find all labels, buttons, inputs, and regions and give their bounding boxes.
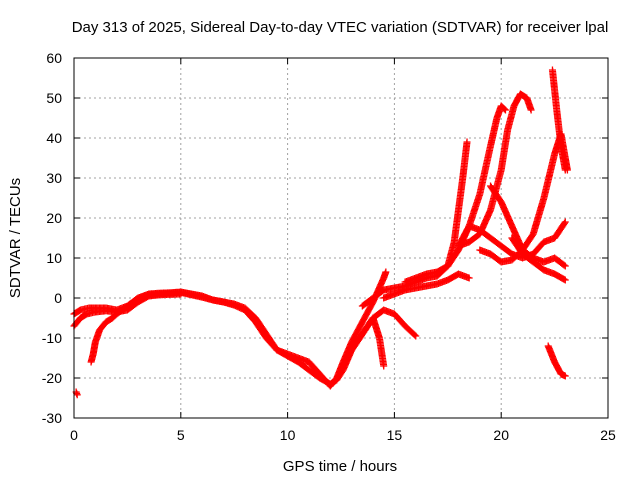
series-track-5 (337, 306, 420, 374)
data-point (501, 106, 509, 114)
y-tick-label: 0 (54, 290, 62, 306)
y-tick-label: -10 (42, 330, 62, 346)
data-point (561, 276, 569, 284)
data-point (561, 262, 569, 270)
y-tick-label: 60 (46, 50, 62, 66)
series-track-4 (70, 290, 185, 330)
data-point (560, 275, 568, 283)
series-track-7 (380, 270, 473, 302)
y-axis-label: SDTVAR / TECUs (7, 178, 24, 298)
tick-marks-and-labels: 0 5 10 15 20 25 -30 -20 -10 0 10 20 30 40 50 60 (42, 50, 616, 443)
series-track-14 (548, 66, 569, 174)
x-tick-label: 5 (177, 427, 185, 443)
plot-frame (73, 57, 609, 419)
data-point (465, 274, 473, 282)
data-point (380, 362, 388, 370)
y-tick-label: -20 (42, 370, 62, 386)
data-point (463, 138, 471, 146)
data-point (177, 290, 185, 298)
series-track-9 (454, 90, 535, 250)
data-point (411, 331, 419, 339)
data-point (560, 261, 568, 269)
data-point (382, 268, 390, 276)
data-point (73, 391, 81, 399)
x-tick-label: 0 (70, 427, 78, 443)
x-tick-label: 10 (280, 427, 296, 443)
series-track-13 (508, 234, 569, 284)
data-point (412, 332, 420, 340)
data-point (561, 166, 569, 174)
data-point (527, 106, 535, 114)
data-point (500, 105, 508, 113)
y-tick-label: 30 (46, 170, 62, 186)
chart-title: Day 313 of 2025, Sidereal Day-to-day VTE… (72, 19, 609, 36)
data-point (561, 218, 569, 226)
data-points-layer (70, 66, 571, 399)
series-track-15 (544, 342, 569, 380)
x-axis-label: GPS time / hours (283, 458, 397, 475)
series-track-6 (358, 138, 471, 310)
y-tick-label: -30 (42, 410, 62, 426)
x-tick-label: 20 (493, 427, 509, 443)
x-tick-label: 15 (387, 427, 403, 443)
x-tick-label: 25 (600, 427, 616, 443)
y-tick-label: 40 (46, 130, 62, 146)
y-tick-label: 20 (46, 210, 62, 226)
series-track-1 (72, 388, 81, 399)
series-track-10 (454, 218, 569, 262)
y-tick-label: 50 (46, 90, 62, 106)
y-tick-label: 10 (46, 250, 62, 266)
data-point (560, 219, 568, 227)
data-point (561, 372, 569, 380)
